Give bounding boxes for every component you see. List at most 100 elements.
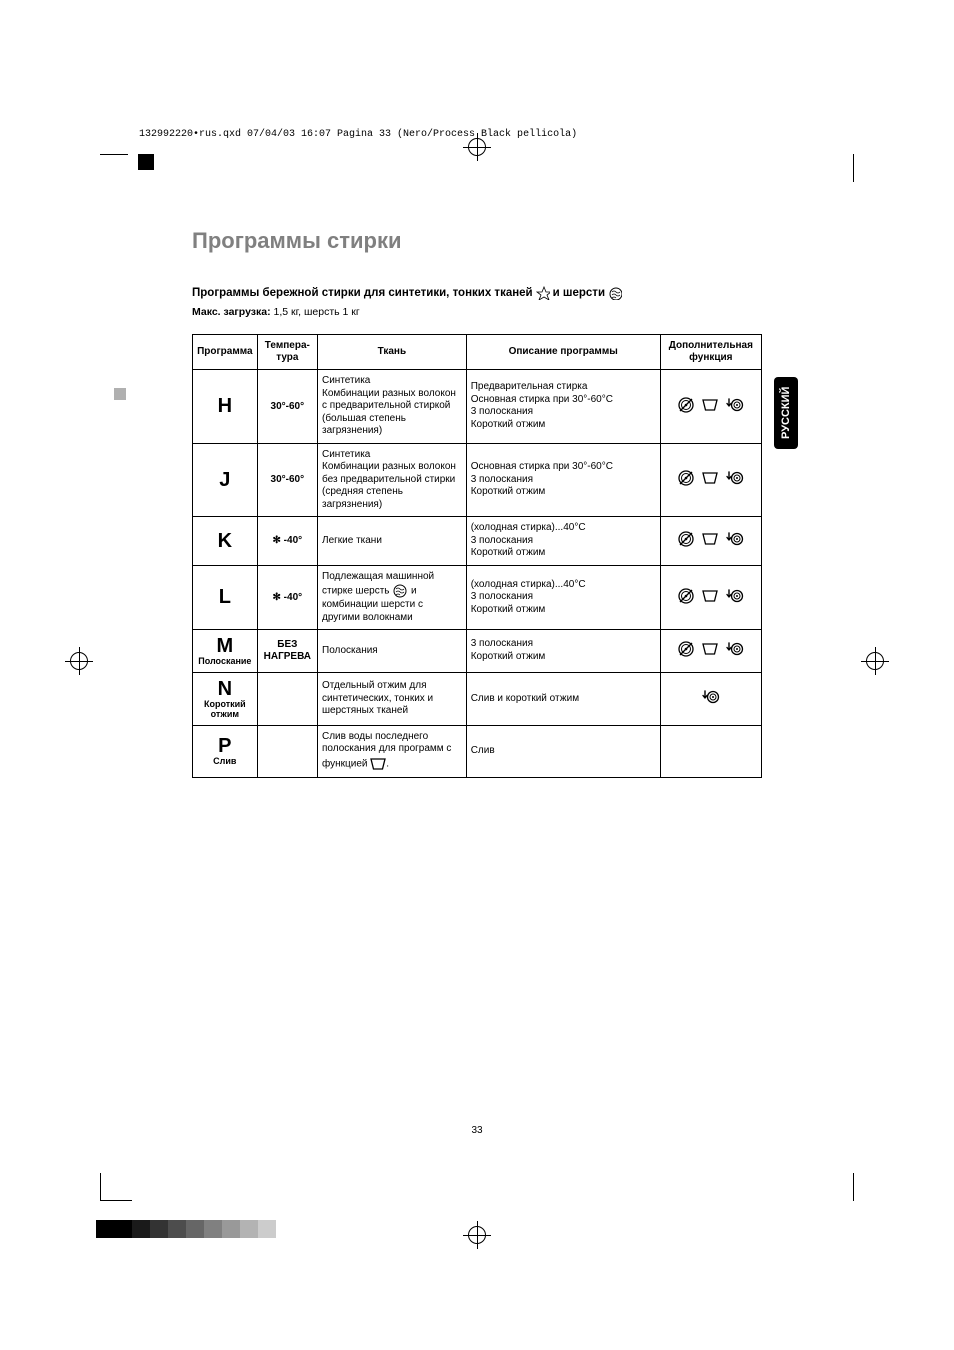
program-cell: K [193, 517, 258, 566]
col-header-func: Дополнительная функция [660, 335, 761, 370]
wool-icon [392, 583, 408, 599]
program-cell: J [193, 443, 258, 517]
temperature-cell: ✻ -40° [257, 517, 317, 566]
temperature-cell: ✻ -40° [257, 565, 317, 630]
color-swatch [150, 1220, 168, 1238]
program-letter: J [197, 469, 253, 491]
subtitle-text-2: и шерсти [553, 287, 605, 299]
print-header-line: 132992220•rus.qxd 07/04/03 16:07 Pagina … [139, 129, 577, 140]
nospin-icon [678, 531, 694, 547]
corner-mark-bl-v [100, 1173, 101, 1201]
functions-cell [660, 630, 761, 673]
programs-table: Программа Темпера- тура Ткань Описание п… [192, 334, 762, 778]
page-title: Программы стирки [192, 228, 762, 254]
fabric-cell: Подлежащая машинной стирке шерсть и комб… [318, 565, 467, 630]
fabric-cell: Слив воды последнего полоскания для прог… [318, 725, 467, 777]
temperature-cell: БЕЗНАГРЕВА [257, 630, 317, 673]
left-crop-mark [70, 652, 88, 670]
description-cell: Основная стирка при 30°-60°C3 полоскания… [466, 443, 660, 517]
registration-black-square [138, 154, 154, 170]
max-load-info: Макс. загрузка: 1,5 кг, шерсть 1 кг [192, 306, 762, 318]
table-row: MПолосканиеБЕЗНАГРЕВАПолоскания3 полоска… [193, 630, 762, 673]
nospin-icon [678, 588, 694, 604]
rinsehold-icon [702, 470, 718, 486]
col-header-desc: Описание программы [466, 335, 660, 370]
color-swatch [132, 1220, 150, 1238]
rinsehold-icon [702, 641, 718, 657]
color-swatch [114, 1220, 132, 1238]
rinsehold-icon [702, 397, 718, 413]
spin-down-icon [726, 470, 744, 486]
program-cell: MПолоскание [193, 630, 258, 673]
corner-mark-br [853, 1173, 854, 1201]
temperature-cell [257, 725, 317, 777]
color-swatch [222, 1220, 240, 1238]
page-number: 33 [471, 1125, 482, 1136]
fabric-cell: Отдельный отжим для синтетических, тонки… [318, 672, 467, 725]
table-row: K✻ -40°Легкие ткани(холодная стирка)...4… [193, 517, 762, 566]
spin-down-icon [726, 588, 744, 604]
color-swatch [240, 1220, 258, 1238]
program-letter: K [197, 530, 253, 552]
col-header-fabric: Ткань [318, 335, 467, 370]
col-header-temp: Темпера- тура [257, 335, 317, 370]
table-row: J30°-60°СинтетикаКомбинации разных волок… [193, 443, 762, 517]
max-load-value: 1,5 кг, шерсть 1 кг [274, 306, 360, 318]
table-row: L✻ -40°Подлежащая машинной стирке шерсть… [193, 565, 762, 630]
table-header-row: Программа Темпера- тура Ткань Описание п… [193, 335, 762, 370]
color-swatch [168, 1220, 186, 1238]
description-cell: Слив и короткий отжим [466, 672, 660, 725]
program-cell: NКороткийотжим [193, 672, 258, 725]
table-row: H30°-60°СинтетикаКомбинации разных волок… [193, 370, 762, 444]
program-sublabel: Полоскание [197, 657, 253, 667]
program-letter: N [197, 678, 253, 700]
program-letter: H [197, 395, 253, 417]
language-tab: РУССКИЙ [774, 377, 798, 449]
functions-cell [660, 725, 761, 777]
corner-mark-tr [853, 154, 854, 182]
subtitle-text-1: Программы бережной стирки для синтетики,… [192, 287, 533, 299]
program-letter: M [197, 635, 253, 657]
table-row: NКороткийотжим Отдельный отжим для синтет… [193, 672, 762, 725]
program-letter: P [197, 735, 253, 757]
description-cell: (холодная стирка)...40°C3 полосканияКоро… [466, 517, 660, 566]
spin-down-icon [726, 397, 744, 413]
fabric-cell: Полоскания [318, 630, 467, 673]
corner-mark-tl [100, 154, 128, 155]
page-content: Программы стирки Программы бережной стир… [192, 228, 762, 778]
temperature-cell [257, 672, 317, 725]
nospin-icon [678, 641, 694, 657]
right-crop-mark [866, 652, 884, 670]
functions-cell [660, 565, 761, 630]
spin-down-icon [702, 689, 720, 705]
fabric-cell: СинтетикаКомбинации разных волокон с пре… [318, 370, 467, 444]
functions-cell [660, 672, 761, 725]
temperature-cell: 30°-60° [257, 443, 317, 517]
corner-mark-bl-h [100, 1200, 132, 1201]
description-cell: Предварительная стиркаОсновная стирка пр… [466, 370, 660, 444]
fabric-cell: СинтетикаКомбинации разных волокон без п… [318, 443, 467, 517]
color-swatch [96, 1220, 114, 1238]
color-calibration-bar [96, 1220, 276, 1238]
color-swatch [258, 1220, 276, 1238]
color-swatch [204, 1220, 222, 1238]
table-row: PСлив Слив воды последнего полоскания для… [193, 725, 762, 777]
color-swatch [186, 1220, 204, 1238]
spin-down-icon [726, 531, 744, 547]
program-cell: PСлив [193, 725, 258, 777]
program-cell: H [193, 370, 258, 444]
top-crop-mark [468, 138, 486, 156]
rinsehold-icon [370, 756, 386, 772]
temperature-cell: 30°-60° [257, 370, 317, 444]
program-sublabel: Слив [197, 757, 253, 767]
description-cell: (холодная стирка)...40°C3 полосканияКоро… [466, 565, 660, 630]
description-cell: 3 полосканияКороткий отжим [466, 630, 660, 673]
bottom-crop-mark [468, 1226, 486, 1244]
program-sublabel: Короткийотжим [197, 700, 253, 720]
col-header-program: Программа [193, 335, 258, 370]
max-load-label: Макс. загрузка: [192, 306, 271, 318]
rinsehold-icon [702, 588, 718, 604]
rinsehold-icon [702, 531, 718, 547]
wool-icon [608, 286, 622, 300]
nospin-icon [678, 397, 694, 413]
